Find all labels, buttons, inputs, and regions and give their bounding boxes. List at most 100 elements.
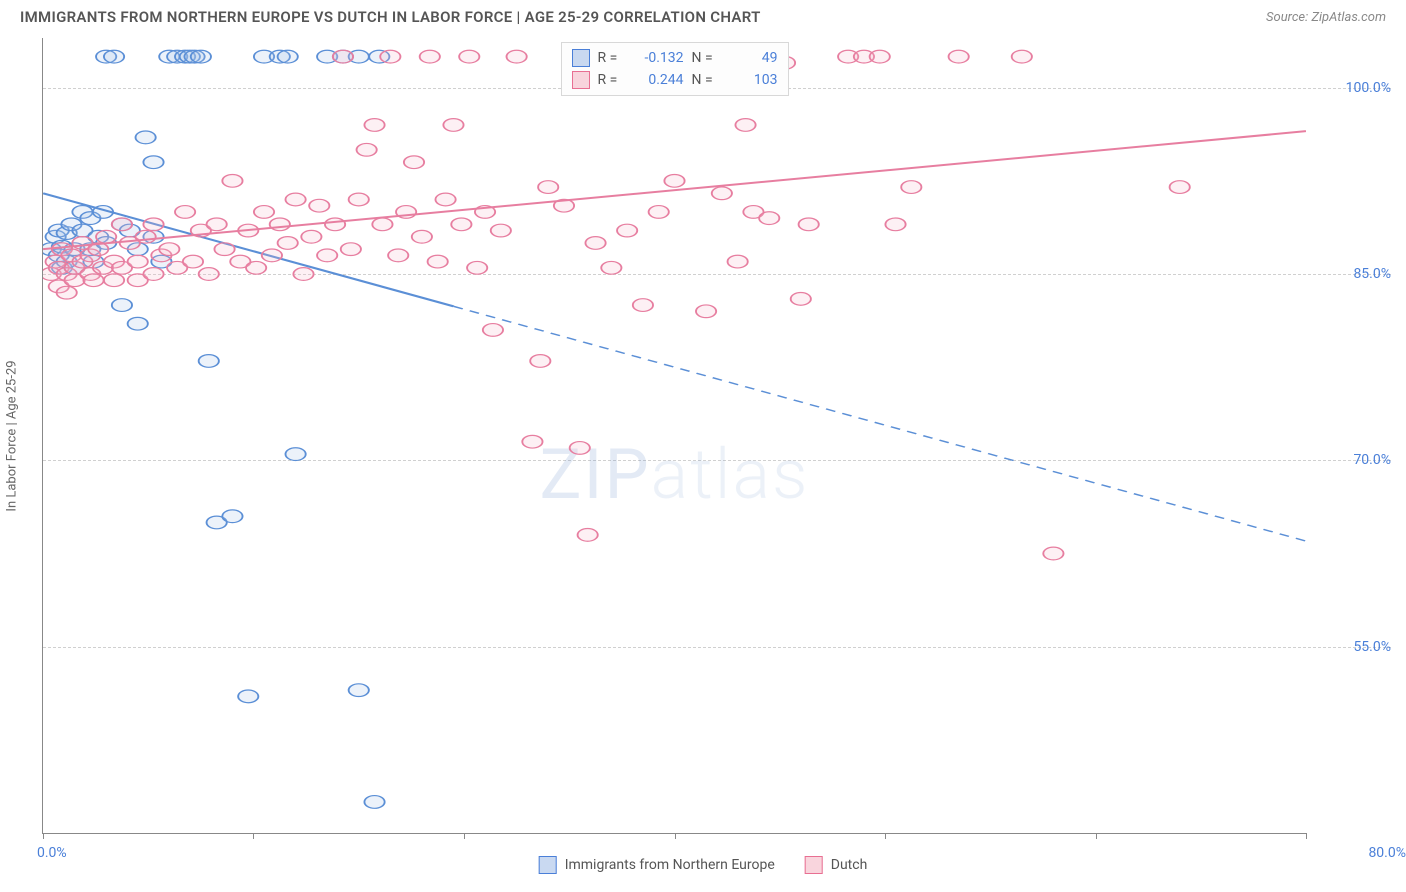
- data-point-pink: [412, 230, 432, 243]
- data-point-pink: [435, 193, 455, 206]
- x-tick-mark: [253, 833, 254, 839]
- data-point-pink: [870, 50, 890, 63]
- data-point-pink: [696, 305, 716, 318]
- regression-line-blue-extrapolated: [453, 306, 1306, 541]
- data-point-pink: [246, 261, 266, 274]
- data-point-blue: [143, 156, 163, 169]
- data-point-pink: [83, 274, 103, 287]
- data-point-pink: [459, 50, 479, 63]
- x-tick-mark: [43, 833, 44, 839]
- data-point-pink: [530, 355, 550, 368]
- data-point-pink: [270, 218, 290, 231]
- legend-label-pink: Dutch: [831, 857, 868, 873]
- data-point-pink: [1012, 50, 1032, 63]
- data-point-blue: [136, 131, 156, 144]
- legend-row-pink: R = 0.244 N = 103: [572, 69, 778, 91]
- data-point-pink: [349, 193, 369, 206]
- data-point-pink: [467, 261, 487, 274]
- plot-svg: [43, 38, 1306, 833]
- source-name: ZipAtlas.com: [1311, 10, 1386, 25]
- r-label: R =: [598, 50, 626, 66]
- data-point-pink: [507, 50, 527, 63]
- data-point-pink: [333, 50, 353, 63]
- data-point-pink: [578, 529, 598, 542]
- data-point-pink: [949, 50, 969, 63]
- data-point-pink: [207, 218, 227, 231]
- data-point-pink: [735, 119, 755, 132]
- swatch-pink: [805, 856, 823, 874]
- data-point-pink: [404, 156, 424, 169]
- data-point-pink: [491, 224, 511, 237]
- data-point-pink: [420, 50, 440, 63]
- data-point-pink: [601, 261, 621, 274]
- data-point-pink: [483, 324, 503, 337]
- n-value-blue: 49: [728, 50, 778, 66]
- source-prefix: Source:: [1266, 10, 1311, 25]
- legend-row-blue: R = -0.132 N = 49: [572, 47, 778, 69]
- data-point-pink: [1043, 547, 1063, 560]
- data-point-blue: [278, 50, 298, 63]
- plot-area: R = -0.132 N = 49 R = 0.244 N = 103 ZIPa…: [42, 38, 1306, 834]
- swatch-pink: [572, 71, 590, 89]
- series-legend: Immigrants from Northern Europe Dutch: [539, 856, 868, 874]
- data-point-pink: [570, 442, 590, 455]
- data-point-pink: [325, 218, 345, 231]
- data-point-pink: [341, 243, 361, 256]
- source-attribution: Source: ZipAtlas.com: [1266, 10, 1386, 25]
- data-point-pink: [633, 299, 653, 312]
- data-point-blue: [238, 690, 258, 703]
- data-point-pink: [728, 255, 748, 268]
- data-point-blue: [364, 796, 384, 809]
- data-point-pink: [885, 218, 905, 231]
- data-point-pink: [664, 174, 684, 187]
- data-point-pink: [372, 218, 392, 231]
- data-point-pink: [183, 255, 203, 268]
- data-point-blue: [112, 299, 132, 312]
- data-point-blue: [191, 50, 211, 63]
- data-point-pink: [380, 50, 400, 63]
- data-point-pink: [712, 187, 732, 200]
- r-value-pink: 0.244: [634, 72, 684, 88]
- data-point-pink: [96, 230, 116, 243]
- y-tick-label: 70.0%: [1316, 452, 1391, 468]
- x-tick-mark: [1306, 833, 1307, 839]
- y-axis-label: In Labor Force | Age 25-29: [5, 360, 20, 511]
- y-tick-label: 85.0%: [1316, 266, 1391, 282]
- chart-area: R = -0.132 N = 49 R = 0.244 N = 103 ZIPa…: [42, 38, 1306, 834]
- y-tick-label: 100.0%: [1316, 80, 1391, 96]
- data-point-pink: [214, 243, 234, 256]
- swatch-blue: [539, 856, 557, 874]
- data-point-pink: [317, 249, 337, 262]
- chart-title: IMMIGRANTS FROM NORTHERN EUROPE VS DUTCH…: [20, 8, 761, 26]
- data-point-pink: [791, 292, 811, 305]
- data-point-pink: [649, 206, 669, 219]
- data-point-pink: [104, 274, 124, 287]
- data-point-pink: [199, 268, 219, 281]
- data-point-pink: [388, 249, 408, 262]
- data-point-pink: [293, 268, 313, 281]
- data-point-pink: [254, 206, 274, 219]
- data-point-blue: [285, 448, 305, 461]
- legend-item-blue: Immigrants from Northern Europe: [539, 856, 775, 874]
- data-point-pink: [451, 218, 471, 231]
- data-point-pink: [901, 181, 921, 194]
- data-point-pink: [143, 218, 163, 231]
- data-point-pink: [538, 181, 558, 194]
- x-tick-mark: [885, 833, 886, 839]
- n-value-pink: 103: [728, 72, 778, 88]
- data-point-blue: [199, 355, 219, 368]
- data-point-pink: [301, 230, 321, 243]
- data-point-pink: [1170, 181, 1190, 194]
- data-point-pink: [428, 255, 448, 268]
- x-tick-mark: [675, 833, 676, 839]
- data-point-blue: [128, 317, 148, 330]
- data-point-pink: [759, 212, 779, 225]
- data-point-pink: [278, 237, 298, 250]
- data-point-pink: [262, 249, 282, 262]
- x-axis-min-label: 0.0%: [37, 845, 67, 861]
- n-label: N =: [692, 72, 720, 88]
- data-point-pink: [128, 255, 148, 268]
- data-point-blue: [349, 684, 369, 697]
- r-label: R =: [598, 72, 626, 88]
- data-point-blue: [222, 510, 242, 523]
